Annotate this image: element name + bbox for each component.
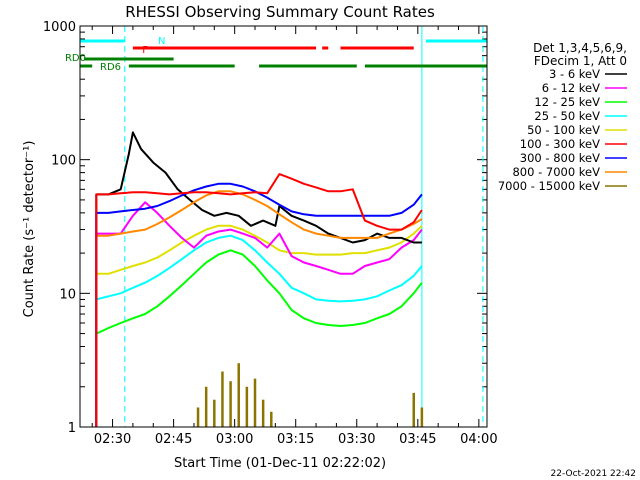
legend-entry-label: 50 - 100 keV bbox=[527, 123, 600, 137]
y-tick-label: 1000 bbox=[43, 20, 76, 35]
legend-entry-label: 100 - 300 keV bbox=[520, 137, 600, 151]
series-lines bbox=[95, 131, 424, 427]
series-line bbox=[95, 173, 423, 427]
plot-frame bbox=[79, 25, 488, 428]
y-axis-label: Count Rate (s⁻¹ detector⁻¹) bbox=[22, 141, 37, 318]
x-tick-label: 02:30 bbox=[94, 432, 131, 447]
x-tick-label: 03:45 bbox=[399, 432, 436, 447]
series-line bbox=[95, 190, 423, 427]
flag-bars: NF RD0 RD6 bbox=[65, 36, 487, 73]
x-tick-label: 03:15 bbox=[277, 432, 314, 447]
flag-label: RD0 bbox=[65, 53, 86, 64]
y-tick-label: 10 bbox=[59, 287, 76, 302]
chart-title: RHESSI Observing Summary Count Rates bbox=[125, 3, 435, 21]
legend-entry-label: 7000 - 15000 keV bbox=[498, 179, 600, 193]
series-line bbox=[95, 249, 423, 427]
legend-header-line: Det 1,3,4,5,6,9, bbox=[533, 41, 627, 55]
x-tick-label: 03:00 bbox=[216, 432, 253, 447]
legend-entry-label: 800 - 7000 keV bbox=[512, 165, 600, 179]
x-tick-label: 02:45 bbox=[155, 432, 192, 447]
legend-entry-label: 6 - 12 keV bbox=[542, 81, 600, 95]
legend-entry-label: 3 - 6 keV bbox=[549, 67, 600, 81]
plot-area: NF RD0 RD6 bbox=[65, 25, 488, 428]
series-line bbox=[95, 201, 423, 427]
flag-label: N bbox=[158, 36, 165, 47]
legend: Det 1,3,4,5,6,9, FDecim 1, Att 0 3 - 6 k… bbox=[498, 41, 627, 193]
series-line bbox=[95, 131, 422, 427]
series-line bbox=[95, 224, 423, 427]
legend-entry-label: 300 - 800 keV bbox=[520, 151, 600, 165]
x-axis-label: Start Time (01-Dec-11 02:22:02) bbox=[174, 456, 386, 471]
series-line bbox=[95, 234, 423, 427]
flag-label: F bbox=[142, 45, 148, 56]
y-tick-label: 100 bbox=[51, 154, 76, 169]
x-tick-label: 04:00 bbox=[460, 432, 497, 447]
flag-label: RD6 bbox=[100, 62, 121, 73]
legend-entry-label: 12 - 25 keV bbox=[534, 95, 600, 109]
axis-ticks bbox=[80, 25, 487, 428]
x-tick-labels: 02:30 02:45 03:00 03:15 03:30 03:45 04:00 bbox=[94, 432, 498, 447]
x-tick-label: 03:30 bbox=[338, 432, 375, 447]
footer-timestamp: 22-Oct-2021 22:42 bbox=[551, 469, 636, 479]
legend-entry-label: 25 - 50 keV bbox=[534, 109, 600, 123]
y-tick-label: 1 bbox=[68, 421, 76, 436]
legend-header-line: FDecim 1, Att 0 bbox=[534, 54, 627, 68]
y-tick-labels: 1 10 100 1000 bbox=[43, 20, 76, 436]
